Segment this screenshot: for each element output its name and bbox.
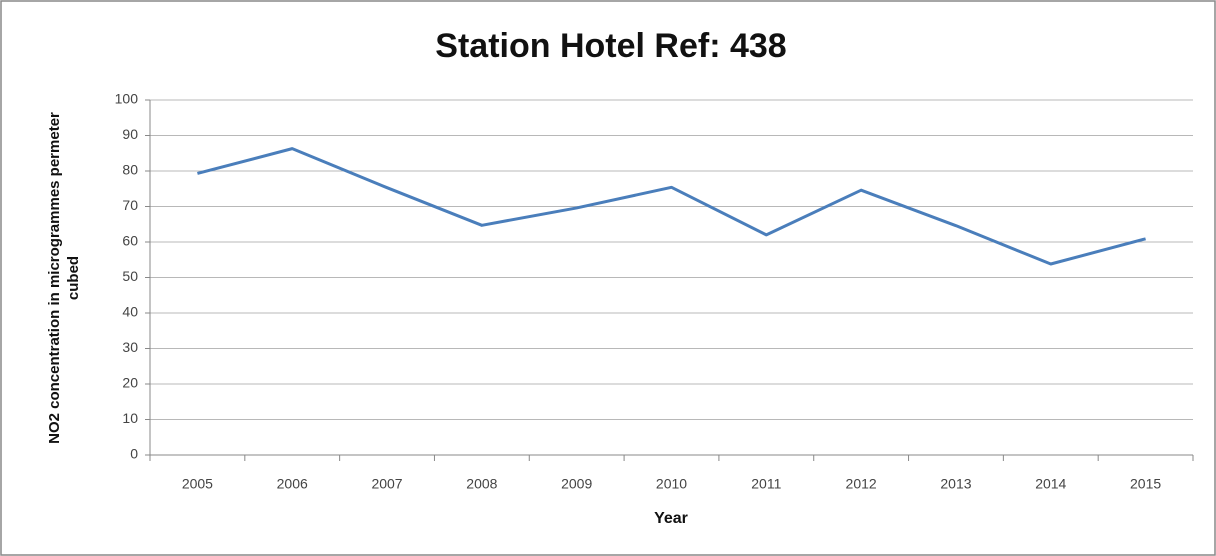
y-axis-label: NO2 concentration in microgrammes permet… bbox=[46, 112, 82, 444]
y-tick-label: 20 bbox=[122, 375, 138, 391]
x-tick-label: 2012 bbox=[846, 476, 877, 492]
y-tick-label: 70 bbox=[122, 197, 138, 213]
x-tick-label: 2006 bbox=[277, 476, 308, 492]
x-tick-label: 2008 bbox=[466, 476, 497, 492]
y-tick-label: 80 bbox=[122, 162, 138, 178]
x-tick-label: 2013 bbox=[940, 476, 971, 492]
x-axis-label: Year bbox=[654, 510, 688, 527]
y-tick-label: 100 bbox=[115, 91, 139, 107]
y-tick-label: 90 bbox=[122, 126, 138, 142]
x-tick-label: 2009 bbox=[561, 476, 592, 492]
x-tick-label: 2007 bbox=[371, 476, 402, 492]
data-line bbox=[197, 147, 1146, 266]
x-tick-label: 2010 bbox=[656, 476, 687, 492]
y-tick-label: 60 bbox=[122, 233, 138, 249]
x-tick-label: 2014 bbox=[1035, 476, 1066, 492]
y-tick-label: 10 bbox=[122, 410, 138, 426]
y-tick-label: 30 bbox=[122, 339, 138, 355]
y-tick-label: 40 bbox=[122, 304, 138, 320]
x-tick-label: 2005 bbox=[182, 476, 213, 492]
y-tick-label: 50 bbox=[122, 268, 138, 284]
y-tick-label: 0 bbox=[130, 446, 138, 462]
x-tick-label: 2015 bbox=[1130, 476, 1161, 492]
x-tick-label: 2011 bbox=[751, 476, 781, 492]
chart-title: Station Hotel Ref: 438 bbox=[435, 27, 786, 65]
